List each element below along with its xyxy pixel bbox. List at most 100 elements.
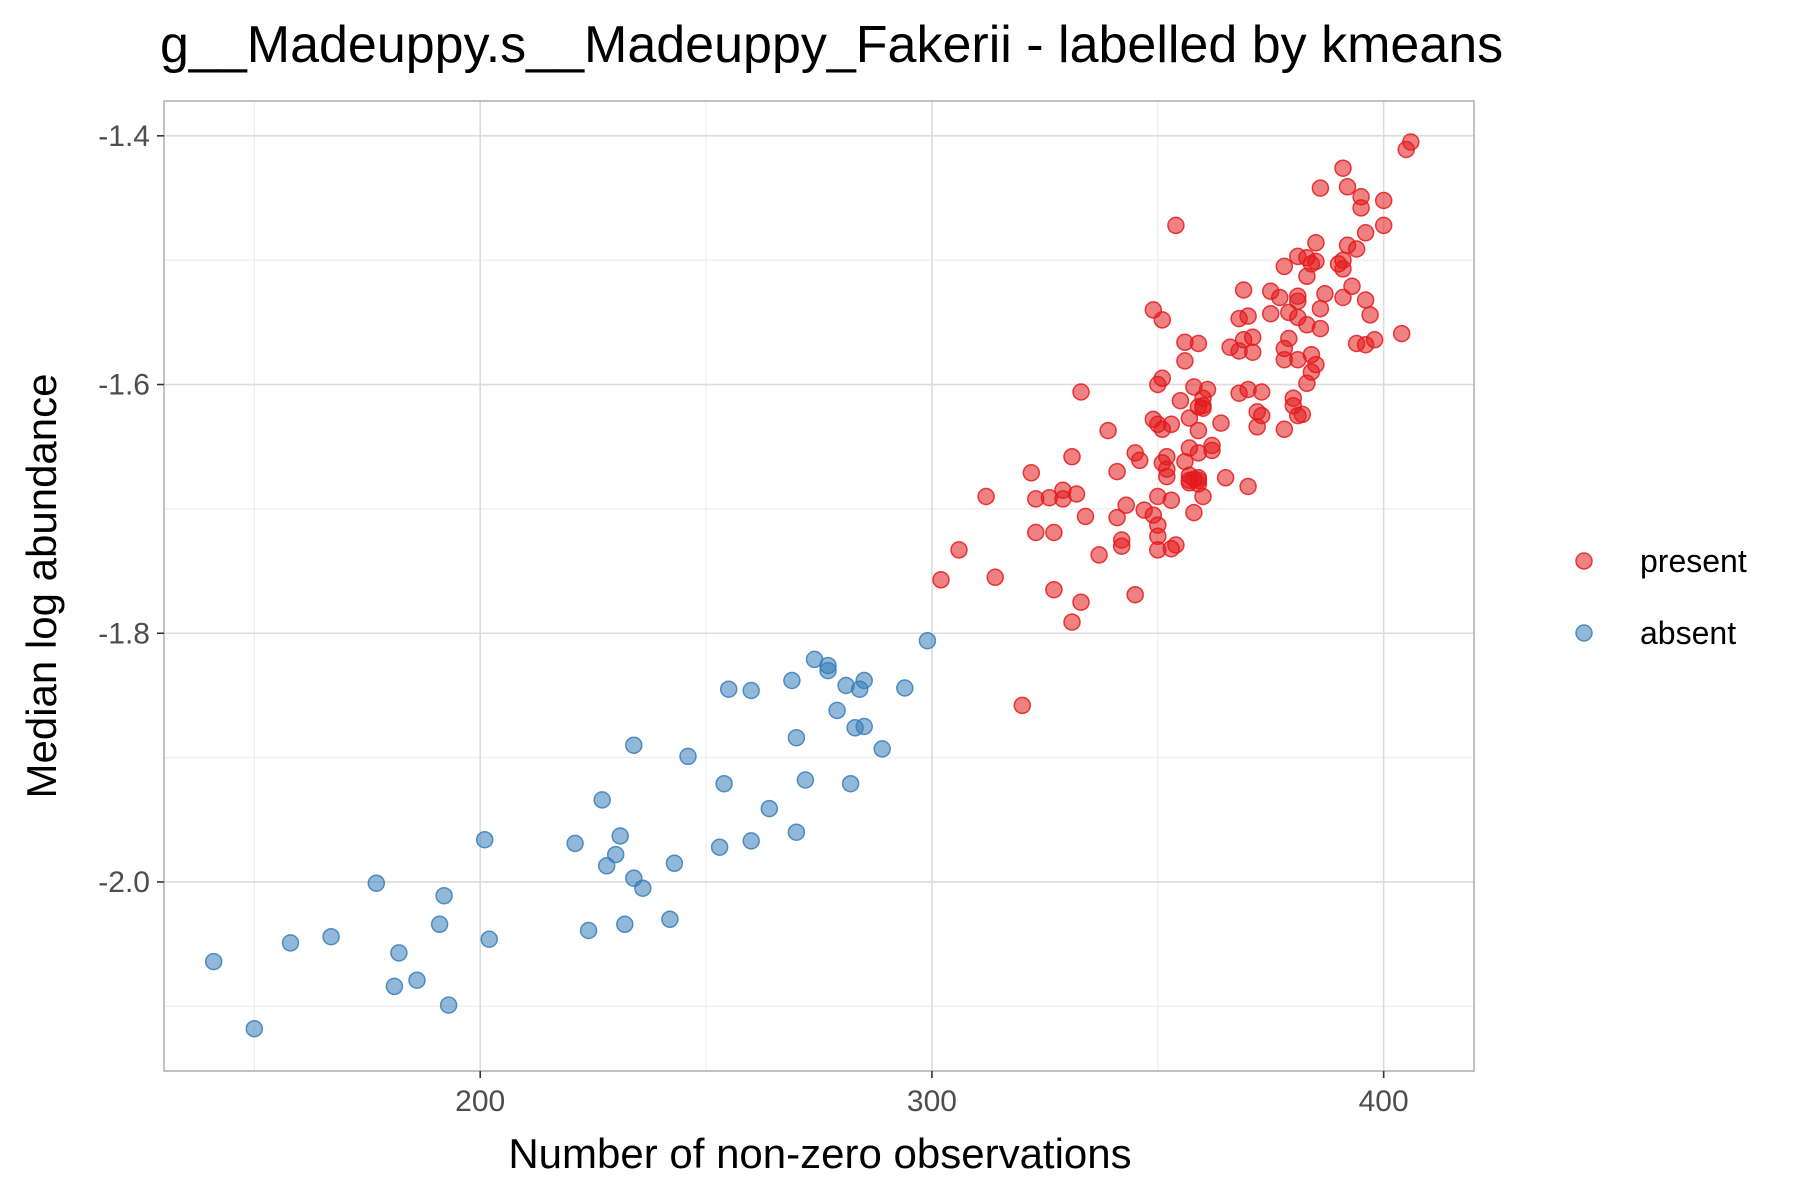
data-point-absent <box>593 791 611 809</box>
data-point-present <box>1194 399 1212 417</box>
data-point-absent <box>719 680 738 698</box>
data-point-present <box>1230 384 1248 402</box>
data-points <box>204 133 1420 1038</box>
legend-key-present <box>1575 552 1593 570</box>
data-point-present <box>1212 414 1230 432</box>
plot-panel-border <box>163 100 1475 1072</box>
data-point-present <box>1153 311 1172 329</box>
data-point-absent <box>606 845 625 864</box>
data-point-present <box>1112 537 1131 555</box>
data-point-present <box>1117 496 1135 514</box>
data-point-present <box>1239 477 1257 496</box>
data-point-absent <box>850 680 869 698</box>
data-point-present <box>1311 299 1330 318</box>
data-point-present <box>1189 421 1208 440</box>
data-point-present <box>1230 309 1248 328</box>
data-point-present <box>1194 487 1212 506</box>
data-point-absent <box>322 927 340 946</box>
data-point-present <box>1338 178 1357 196</box>
data-point-present <box>1311 319 1330 338</box>
data-point-absent <box>679 747 697 766</box>
data-point-absent <box>597 857 616 875</box>
data-point-present <box>1338 236 1357 255</box>
data-point-absent <box>616 915 634 934</box>
data-point-present <box>1162 539 1181 558</box>
data-point-absent <box>634 879 652 897</box>
data-point-absent <box>625 736 643 754</box>
data-point-present <box>1158 467 1176 486</box>
x-axis-ticks: 200 300 400 <box>455 1071 1409 1118</box>
data-point-absent <box>390 944 408 962</box>
data-point-absent <box>796 771 815 789</box>
data-point-absent <box>566 834 584 853</box>
data-point-present <box>977 487 995 506</box>
data-point-present <box>1311 179 1330 197</box>
y-axis-ticks: -2.0 -1.8 -1.6 -1.4 <box>98 120 164 899</box>
x-tick-label: 300 <box>907 1085 957 1118</box>
data-point-present <box>1126 585 1144 604</box>
data-point-present <box>1027 523 1045 542</box>
data-point-present <box>1248 418 1266 436</box>
data-point-present <box>1072 383 1090 401</box>
data-point-present <box>1298 267 1316 286</box>
data-point-present <box>1275 420 1294 439</box>
data-point-present <box>1374 216 1393 235</box>
data-point-present <box>932 571 950 589</box>
data-point-absent <box>710 838 729 856</box>
legend-label-present: present <box>1640 543 1747 579</box>
data-point-absent <box>742 832 760 850</box>
data-point-absent <box>480 930 498 948</box>
data-point-present <box>1167 216 1185 235</box>
data-point-present <box>1261 304 1280 323</box>
data-point-present <box>1356 224 1375 242</box>
data-point-absent <box>841 774 860 793</box>
data-point-present <box>1045 580 1063 599</box>
data-point-present <box>1243 343 1262 361</box>
data-point-present <box>1361 306 1379 324</box>
data-point-present <box>1108 462 1126 481</box>
data-point-present <box>1189 334 1208 353</box>
data-point-absent <box>783 671 801 690</box>
data-point-absent <box>475 830 494 849</box>
data-point-absent <box>787 728 806 747</box>
data-point-present <box>950 541 968 559</box>
data-point-present <box>1108 508 1126 527</box>
data-point-absent <box>661 910 679 929</box>
data-point-present <box>1180 409 1199 427</box>
data-point-present <box>1356 335 1375 354</box>
y-axis-title: Median log abundance <box>18 373 65 798</box>
x-axis-title: Number of non-zero observations <box>508 1130 1131 1177</box>
data-point-absent <box>367 874 386 892</box>
data-point-present <box>1130 451 1149 470</box>
data-point-absent <box>896 679 914 697</box>
chart-title: g__Madeuppy.s__Madeuppy_Fakerii - labell… <box>160 16 1503 74</box>
data-point-present <box>1243 328 1262 347</box>
data-point-present <box>1216 469 1235 487</box>
data-point-absent <box>742 681 760 700</box>
data-point-present <box>1099 421 1117 440</box>
data-point-absent <box>873 740 891 758</box>
data-point-present <box>1171 391 1190 410</box>
data-point-absent <box>819 661 837 680</box>
data-point-present <box>986 568 1004 587</box>
data-point-absent <box>760 799 779 818</box>
legend-key-absent <box>1575 624 1593 642</box>
data-point-present <box>1234 281 1253 299</box>
data-point-present <box>1356 291 1375 309</box>
x-tick-label: 400 <box>1359 1085 1409 1118</box>
data-point-present <box>1013 696 1032 715</box>
data-point-absent <box>715 774 733 793</box>
data-point-absent <box>855 717 873 736</box>
data-point-present <box>1072 593 1090 611</box>
data-point-present <box>1275 257 1294 276</box>
data-point-absent <box>787 823 806 841</box>
data-point-absent <box>435 886 453 905</box>
data-point-present <box>1334 260 1352 278</box>
data-point-present <box>1090 546 1108 564</box>
data-point-present <box>1153 420 1172 439</box>
data-point-present <box>1162 491 1181 509</box>
data-point-present <box>1176 352 1194 370</box>
data-point-absent <box>611 827 629 845</box>
x-tick-label: 200 <box>455 1085 505 1118</box>
